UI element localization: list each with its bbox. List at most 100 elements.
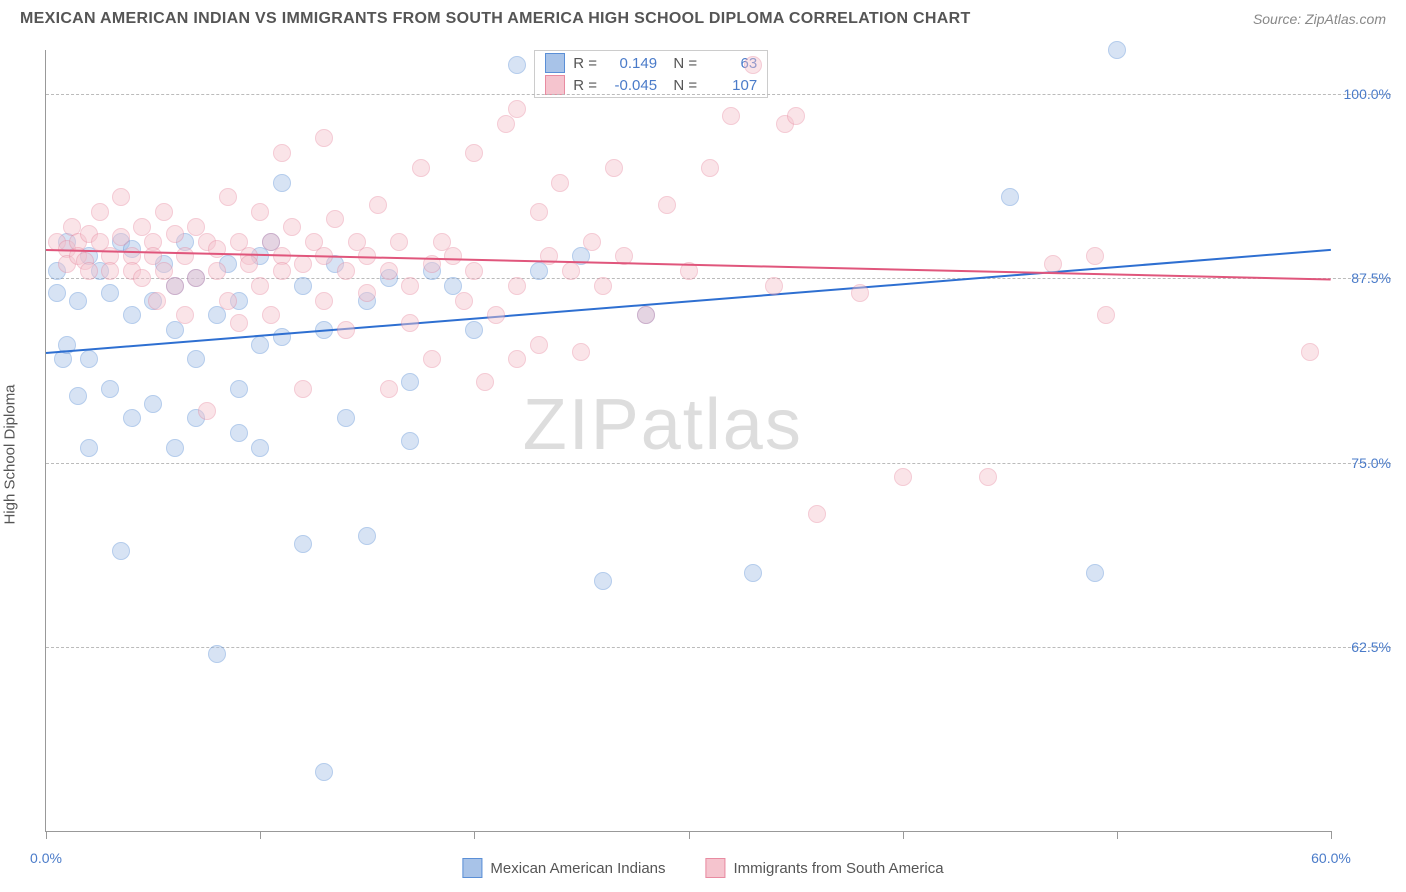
data-point xyxy=(358,284,376,302)
data-point xyxy=(101,380,119,398)
legend-item: Mexican American Indians xyxy=(462,858,665,878)
data-point xyxy=(390,233,408,251)
data-point xyxy=(208,262,226,280)
series-legend: Mexican American Indians Immigrants from … xyxy=(462,858,943,878)
data-point xyxy=(294,277,312,295)
data-point xyxy=(101,262,119,280)
data-point xyxy=(476,373,494,391)
data-point xyxy=(251,439,269,457)
x-tick xyxy=(689,831,690,839)
data-point xyxy=(894,468,912,486)
data-point xyxy=(497,115,515,133)
data-point xyxy=(219,188,237,206)
data-point xyxy=(979,468,997,486)
data-point xyxy=(337,262,355,280)
data-point xyxy=(722,107,740,125)
data-point xyxy=(273,174,291,192)
data-point xyxy=(294,380,312,398)
data-point xyxy=(594,572,612,590)
data-point xyxy=(80,439,98,457)
data-point xyxy=(530,262,548,280)
y-axis-label: High School Diploma xyxy=(2,384,19,524)
data-point xyxy=(176,306,194,324)
data-point xyxy=(562,262,580,280)
y-tick-label: 75.0% xyxy=(1351,455,1391,471)
data-point xyxy=(208,240,226,258)
x-tick xyxy=(903,831,904,839)
data-point xyxy=(551,174,569,192)
data-point xyxy=(262,306,280,324)
data-point xyxy=(69,387,87,405)
data-point xyxy=(230,424,248,442)
data-point xyxy=(283,218,301,236)
legend-r-value: -0.045 xyxy=(605,77,657,94)
data-point xyxy=(1301,343,1319,361)
data-point xyxy=(80,350,98,368)
data-point xyxy=(508,350,526,368)
data-point xyxy=(572,343,590,361)
legend-swatch xyxy=(462,858,482,878)
legend-r-label: R = xyxy=(573,77,597,94)
legend-n-label: N = xyxy=(665,77,697,94)
data-point xyxy=(251,203,269,221)
data-point xyxy=(594,277,612,295)
data-point xyxy=(444,247,462,265)
data-point xyxy=(380,262,398,280)
legend-item: Immigrants from South America xyxy=(706,858,944,878)
chart-plot-area: ZIPatlas R =0.149 N =63R =-0.045 N =107 … xyxy=(45,50,1331,832)
data-point xyxy=(208,306,226,324)
data-point xyxy=(315,292,333,310)
data-point xyxy=(401,373,419,391)
data-point xyxy=(508,56,526,74)
correlation-legend: R =0.149 N =63R =-0.045 N =107 xyxy=(534,50,768,98)
data-point xyxy=(123,409,141,427)
data-point xyxy=(1001,188,1019,206)
data-point xyxy=(112,542,130,560)
data-point xyxy=(380,380,398,398)
data-point xyxy=(401,314,419,332)
data-point xyxy=(401,432,419,450)
data-point xyxy=(326,210,344,228)
data-point xyxy=(176,247,194,265)
legend-r-value: 0.149 xyxy=(605,55,657,72)
data-point xyxy=(508,277,526,295)
data-point xyxy=(787,107,805,125)
data-point xyxy=(48,284,66,302)
data-point xyxy=(1086,564,1104,582)
x-tick xyxy=(1331,831,1332,839)
legend-row: R =0.149 N =63 xyxy=(545,53,757,73)
data-point xyxy=(337,321,355,339)
data-point xyxy=(166,225,184,243)
y-tick-label: 100.0% xyxy=(1344,86,1391,102)
data-point xyxy=(273,144,291,162)
data-point xyxy=(465,262,483,280)
x-tick xyxy=(46,831,47,839)
data-point xyxy=(412,159,430,177)
data-point xyxy=(219,292,237,310)
data-point xyxy=(251,277,269,295)
data-point xyxy=(337,409,355,427)
data-point xyxy=(423,350,441,368)
data-point xyxy=(294,535,312,553)
data-point xyxy=(744,564,762,582)
data-point xyxy=(358,527,376,545)
data-point xyxy=(166,277,184,295)
data-point xyxy=(401,277,419,295)
data-point xyxy=(187,269,205,287)
x-tick xyxy=(1117,831,1118,839)
data-point xyxy=(123,306,141,324)
data-point xyxy=(273,262,291,280)
data-point xyxy=(1086,247,1104,265)
data-point xyxy=(465,321,483,339)
source-label: Source: ZipAtlas.com xyxy=(1253,11,1386,27)
legend-n-label: N = xyxy=(665,55,697,72)
x-tick-label: 60.0% xyxy=(1311,850,1351,866)
data-point xyxy=(1044,255,1062,273)
data-point xyxy=(101,284,119,302)
data-point xyxy=(851,284,869,302)
data-point xyxy=(144,395,162,413)
data-point xyxy=(637,306,655,324)
data-point xyxy=(91,203,109,221)
data-point xyxy=(369,196,387,214)
x-tick-label: 0.0% xyxy=(30,850,62,866)
